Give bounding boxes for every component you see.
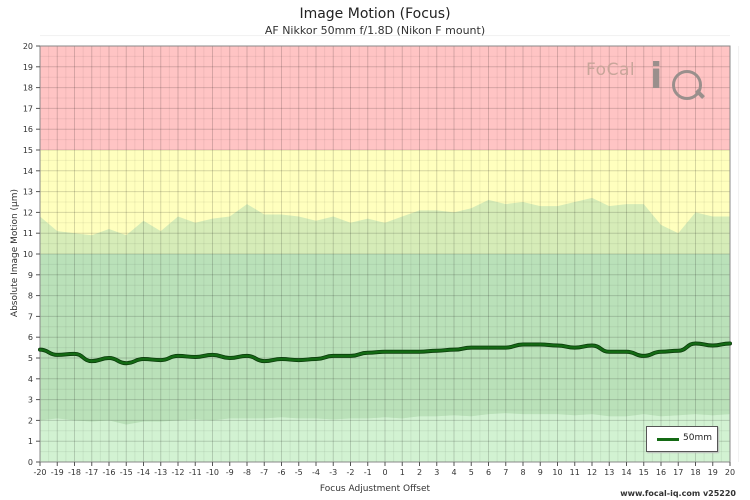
logo-focal-text: FoCal: [586, 60, 636, 80]
x-tick-label: -13: [154, 468, 167, 477]
y-tick-label: 7: [28, 312, 33, 321]
x-tick-label: -15: [120, 468, 133, 477]
x-tick-label: 1: [400, 468, 405, 477]
x-tick-label: -20: [33, 468, 46, 477]
logo-iq-text: i: [650, 56, 663, 97]
x-tick-label: 9: [538, 468, 543, 477]
x-tick-label: 2: [417, 468, 422, 477]
x-tick-label: -6: [278, 468, 286, 477]
x-tick-label: -8: [243, 468, 251, 477]
x-tick-label: 5: [469, 468, 474, 477]
x-tick-label: 6: [486, 468, 491, 477]
x-tick-label: 10: [552, 468, 562, 477]
x-tick-label: -12: [171, 468, 184, 477]
x-tick-label: 4: [451, 468, 456, 477]
x-tick-label: -4: [312, 468, 320, 477]
x-tick-label: 8: [520, 468, 525, 477]
x-tick-label: 14: [621, 468, 631, 477]
x-tick-label: 0: [382, 468, 387, 477]
y-tick-label: 4: [28, 375, 33, 384]
x-tick-label: 19: [708, 468, 718, 477]
x-tick-label: -2: [347, 468, 355, 477]
lower-band: [40, 413, 730, 462]
x-tick-label: 3: [434, 468, 439, 477]
x-tick-label: 13: [604, 468, 614, 477]
x-tick-label: 17: [673, 468, 683, 477]
y-axis-label: Absolute Image Motion (µm): [10, 188, 20, 318]
x-tick-label: -14: [137, 468, 150, 477]
x-tick-label: -10: [206, 468, 219, 477]
y-tick-label: 0: [28, 458, 33, 467]
y-tick-label: 8: [28, 292, 33, 301]
y-tick-label: 17: [23, 104, 33, 113]
x-tick-label: -11: [189, 468, 202, 477]
x-tick-label: 16: [656, 468, 666, 477]
y-tick-label: 6: [28, 333, 33, 342]
magnifier-handle-icon: [695, 89, 705, 99]
y-tick-label: 10: [23, 250, 33, 259]
x-tick-label: -18: [68, 468, 81, 477]
legend-label: 50mm: [683, 433, 712, 443]
x-tick-label: 18: [690, 468, 700, 477]
legend-swatch: [657, 438, 679, 441]
legend: 50mm: [646, 426, 718, 452]
y-tick-label: 9: [28, 271, 33, 280]
y-tick-label: 18: [23, 84, 33, 93]
y-tick-label: 19: [23, 63, 33, 72]
x-tick-label: 20: [725, 468, 735, 477]
x-tick-label: 12: [587, 468, 597, 477]
y-tick-label: 16: [23, 125, 33, 134]
y-tick-label: 12: [23, 208, 33, 217]
series-lines: [38, 341, 732, 366]
x-tick-label: -16: [102, 468, 115, 477]
x-tick-label: -3: [329, 468, 337, 477]
y-tick-label: 2: [28, 416, 33, 425]
y-tick-label: 20: [23, 42, 33, 51]
x-tick-label: 7: [503, 468, 508, 477]
x-tick-label: 15: [639, 468, 649, 477]
x-tick-label: -17: [85, 468, 98, 477]
y-tick-label: 13: [23, 188, 33, 197]
y-tick-label: 11: [23, 229, 33, 238]
y-tick-label: 5: [28, 354, 33, 363]
series-line-50mm: [38, 342, 732, 365]
chart-title: Image Motion (Focus): [299, 6, 451, 22]
x-tick-label: -1: [364, 468, 372, 477]
zone-red: [40, 46, 730, 150]
y-tick-label: 3: [28, 396, 33, 405]
x-tick-label: -7: [260, 468, 268, 477]
x-axis-ticks: -20 -19 -18 -17 -16 -15 -14 -13 -12 -11 -10 -9 -8 -7-…: [33, 462, 735, 477]
motion-envelope: [40, 197, 730, 462]
magnifier-icon: [672, 70, 702, 100]
x-axis-label: Focus Adjustment Offset: [319, 484, 431, 494]
x-tick-label: 11: [570, 468, 580, 477]
envelope-band: [40, 197, 730, 425]
y-tick-label: 1: [28, 437, 33, 446]
x-tick-label: -9: [226, 468, 234, 477]
x-tick-label: -5: [295, 468, 303, 477]
chart-subtitle: AF Nikkor 50mm f/1.8D (Nikon F mount): [264, 24, 486, 37]
y-tick-label: 14: [23, 167, 33, 176]
focal-iq-logo: FoCal i: [586, 56, 716, 114]
credit-text: www.focal-iq.com v25220: [620, 489, 736, 498]
x-tick-label: -19: [51, 468, 64, 477]
y-tick-label: 15: [23, 146, 33, 155]
